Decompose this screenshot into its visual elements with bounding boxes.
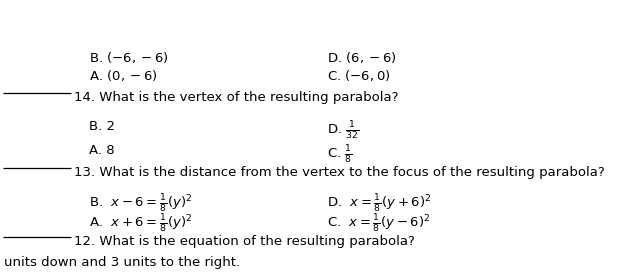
Text: C.  $x = \frac{1}{8}(y-6)^2$: C. $x = \frac{1}{8}(y-6)^2$ [327,213,431,235]
Text: B. 2: B. 2 [89,120,115,133]
Text: A. $(0, -6)$: A. $(0, -6)$ [89,68,158,83]
Text: D. $(6, -6)$: D. $(6, -6)$ [327,50,397,65]
Text: units down and 3 units to the right.: units down and 3 units to the right. [4,256,241,269]
Text: A. 8: A. 8 [89,144,115,157]
Text: 12. What is the equation of the resulting parabola?: 12. What is the equation of the resultin… [74,235,415,248]
Text: A.  $x+6 = \frac{1}{8}(y)^2$: A. $x+6 = \frac{1}{8}(y)^2$ [89,213,193,235]
Text: 13. What is the distance from the vertex to the focus of the resulting parabola?: 13. What is the distance from the vertex… [74,166,605,179]
Text: 14. What is the vertex of the resulting parabola?: 14. What is the vertex of the resulting … [74,91,399,104]
Text: B.  $x-6 = \frac{1}{8}(y)^2$: B. $x-6 = \frac{1}{8}(y)^2$ [89,193,193,215]
Text: B. $(-6, -6)$: B. $(-6, -6)$ [89,50,169,65]
Text: D.  $x = \frac{1}{8}(y+6)^2$: D. $x = \frac{1}{8}(y+6)^2$ [327,193,431,215]
Text: D. $\frac{1}{32}$: D. $\frac{1}{32}$ [327,120,360,142]
Text: C. $\frac{1}{8}$: C. $\frac{1}{8}$ [327,144,352,166]
Text: C. $(-6, 0)$: C. $(-6, 0)$ [327,68,391,83]
